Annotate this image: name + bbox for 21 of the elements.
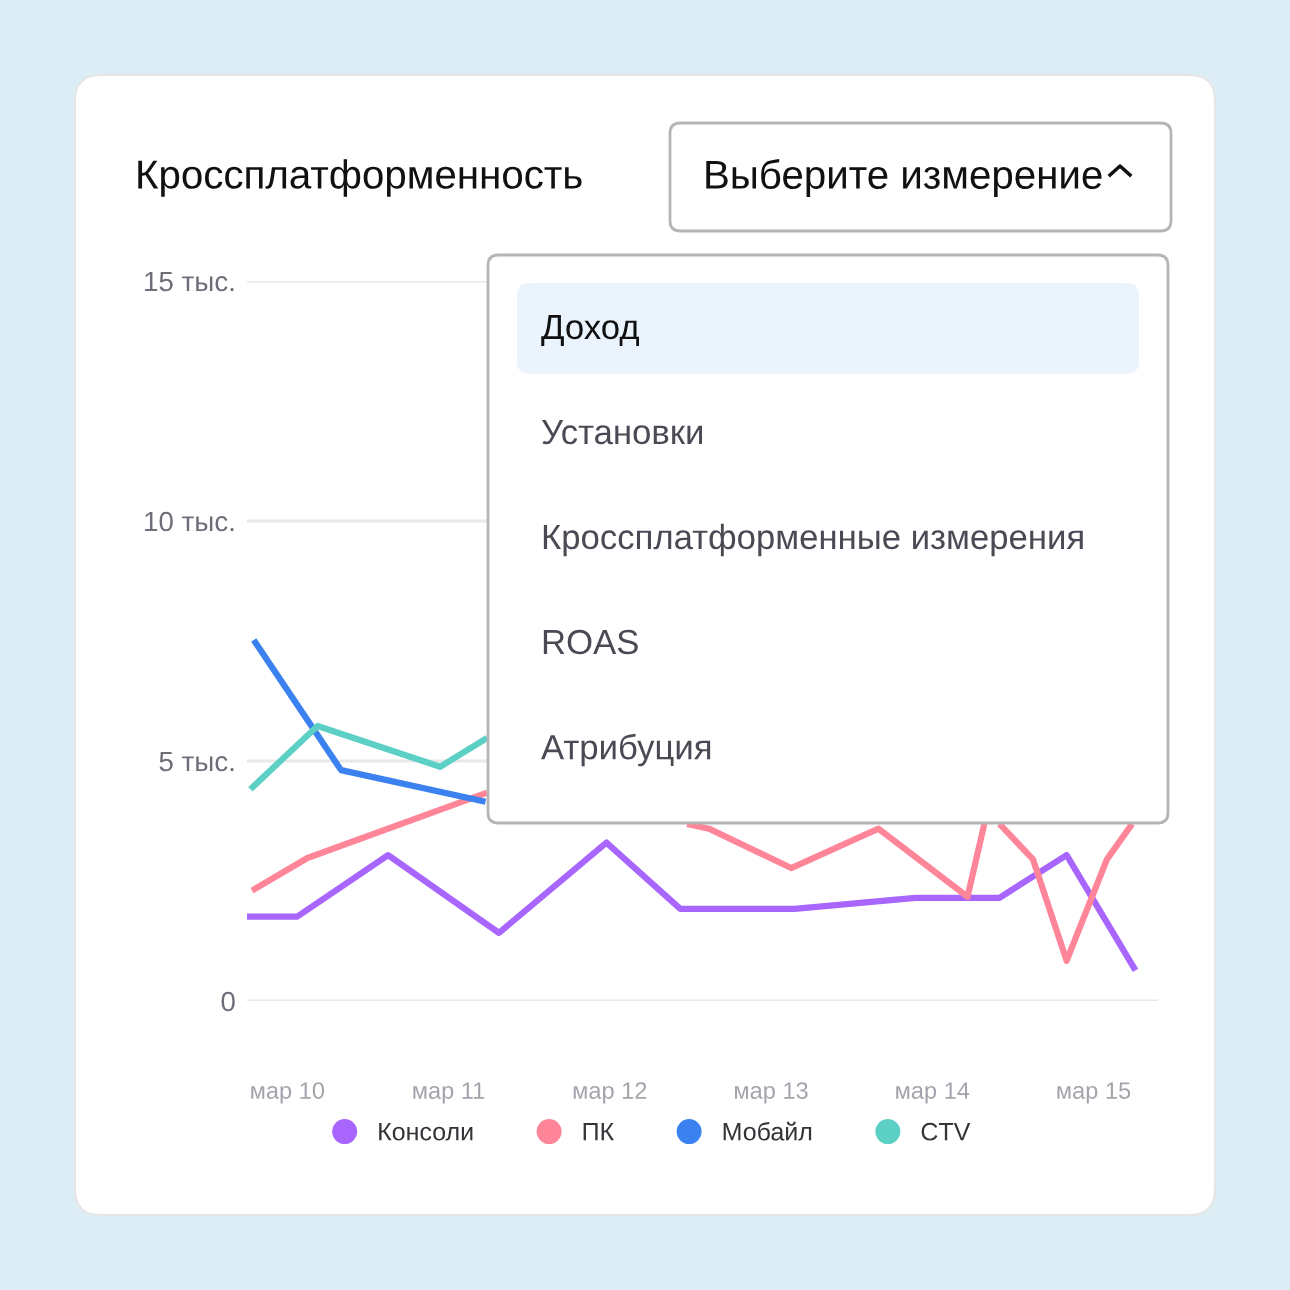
x-tick-label: мар 11 (413, 1082, 485, 1104)
annotation: Установки (541, 420, 703, 445)
x-tick-label: мар 10 (251, 1082, 325, 1104)
text: Выберите измерение (706, 159, 1102, 197)
x-tick-label: мар 14 (896, 1082, 970, 1104)
x-tick-label: мар 13 (735, 1082, 808, 1104)
annotation: Доход (541, 315, 639, 346)
annotation: ROAS (543, 629, 638, 655)
annotation: Кроссплатформенные измерения (543, 523, 1083, 557)
x-tick-label: мар 12 (573, 1082, 647, 1104)
y-tick-label: 5 тыс. (159, 751, 234, 772)
y-tick-label: 0 (221, 991, 235, 1012)
y-tick-label: 15 тыс. (145, 271, 234, 292)
legend-label: Консоли (379, 1123, 473, 1141)
chart-title: Кроссплатформенность (138, 159, 582, 197)
annotation: Атрибуция (541, 733, 711, 767)
x-tick-label: мар 15 (1057, 1082, 1131, 1104)
y-tick-label: 10 тыс. (145, 511, 234, 532)
legend-label: Мобайл (723, 1121, 812, 1141)
legend-label: CTV (921, 1122, 971, 1141)
legend-label: ПК (583, 1123, 614, 1141)
